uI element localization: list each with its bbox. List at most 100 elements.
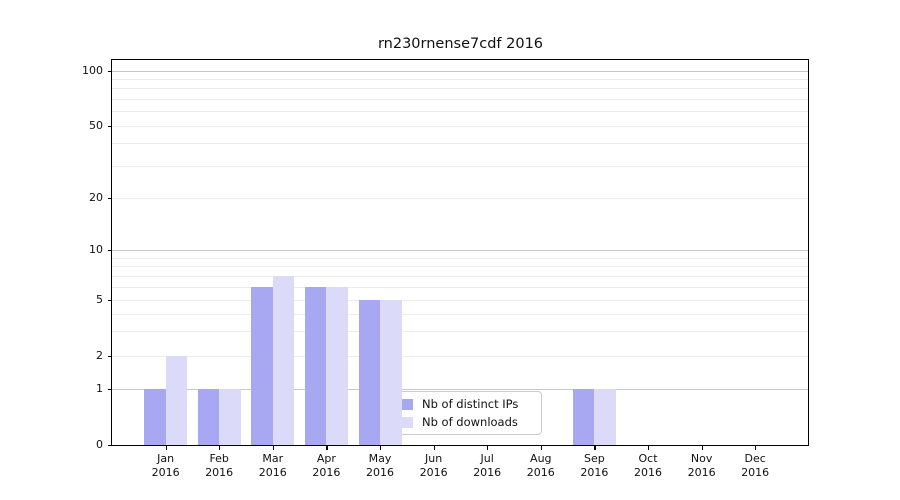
gridline-minor: [112, 356, 808, 357]
x-tick-label: Jun 2016: [404, 452, 464, 480]
legend-label-distinct-ips: Nb of distinct IPs: [422, 397, 519, 411]
bar-ips-may: [358, 300, 380, 445]
x-tick-label-year: 2016: [687, 466, 716, 479]
gridline-major: [112, 250, 808, 251]
x-tick-label: Jul 2016: [457, 452, 517, 480]
bar-ips-mar: [251, 286, 273, 445]
x-tick-label-year: 2016: [366, 466, 394, 479]
legend-item-downloads: Nb of downloads: [386, 415, 534, 429]
x-tick-label: Oct 2016: [618, 452, 678, 480]
x-tick-label-year: 2016: [580, 466, 609, 479]
x-tick-label: Mar 2016: [243, 452, 303, 480]
y-tick-label: 2: [96, 349, 103, 362]
x-tick-mark: [380, 446, 382, 450]
x-tick-label-month: Jan: [157, 452, 175, 465]
x-tick-mark: [165, 446, 167, 450]
x-tick-label-month: Nov: [690, 452, 713, 465]
gridline-minor: [112, 197, 808, 199]
x-tick-mark: [487, 446, 489, 450]
gridline-major: [112, 389, 808, 390]
gridline-minor: [112, 313, 808, 315]
x-tick-mark: [701, 446, 703, 450]
bar-ips-jan: [144, 389, 166, 445]
x-tick-mark: [219, 446, 221, 450]
bar-ips-apr: [304, 286, 327, 445]
x-tick-label-year: 2016: [473, 466, 502, 479]
y-tick-label: 1: [96, 382, 103, 395]
plot-area: [111, 59, 809, 446]
gridline-minor: [112, 266, 808, 268]
x-tick-label-month: Apr: [316, 452, 336, 465]
x-tick-label: Nov 2016: [672, 452, 732, 480]
y-tick-mark: [108, 356, 112, 358]
x-tick-label-year: 2016: [634, 466, 662, 479]
bar-downloads-sep: [594, 389, 616, 445]
x-tick-mark: [433, 446, 435, 450]
x-tick-mark: [540, 446, 542, 450]
x-tick-label-year: 2016: [258, 466, 287, 479]
x-tick-label-year: 2016: [526, 466, 555, 479]
x-tick-mark: [648, 446, 650, 450]
gridline-major: [112, 70, 808, 72]
y-tick-mark: [108, 250, 112, 252]
gridline-minor: [112, 275, 808, 277]
bar-ips-feb: [197, 389, 220, 445]
x-tick-label-month: Dec: [744, 452, 766, 465]
x-tick-label-month: Oct: [638, 452, 658, 465]
gridline-minor: [112, 111, 808, 113]
x-tick-label-year: 2016: [419, 466, 448, 479]
gridline-minor: [112, 300, 808, 301]
x-tick-label-month: Aug: [530, 452, 552, 465]
x-tick-label: Aug 2016: [511, 452, 571, 480]
gridline-minor: [112, 78, 808, 80]
x-tick-mark: [755, 446, 757, 450]
x-tick-label: Sep 2016: [564, 452, 624, 480]
y-tick-mark: [108, 300, 112, 302]
gridline-minor: [112, 88, 808, 90]
x-tick-label: Feb 2016: [189, 452, 249, 480]
x-tick-label: May 2016: [350, 452, 410, 480]
bar-downloads-jan: [165, 356, 188, 445]
x-tick-mark: [272, 446, 274, 450]
x-tick-label: Dec 2016: [725, 452, 785, 480]
bar-downloads-mar: [272, 275, 295, 445]
x-tick-label-month: Feb: [209, 452, 229, 465]
x-tick-label-year: 2016: [151, 466, 180, 479]
y-tick-label: 5: [96, 293, 103, 306]
x-tick-mark: [594, 446, 596, 450]
bar-downloads-apr: [326, 286, 348, 445]
y-tick-label: 20: [89, 190, 103, 204]
x-tick-label-month: Jul: [480, 452, 494, 465]
gridline-minor: [112, 165, 808, 167]
y-tick-mark: [108, 70, 112, 72]
x-tick-label-month: May: [368, 452, 392, 465]
legend: Nb of distinct IPs Nb of downloads: [378, 391, 542, 435]
bar-downloads-feb: [219, 389, 241, 445]
bar-downloads-may: [380, 300, 402, 445]
x-tick-label-year: 2016: [312, 466, 341, 479]
x-tick-label-month: Jun: [425, 452, 443, 465]
x-tick-label: Apr 2016: [296, 452, 356, 480]
bar-ips-sep: [572, 389, 595, 445]
x-tick-label-month: Mar: [262, 452, 284, 465]
y-tick-label: 10: [89, 243, 103, 256]
y-tick-mark: [108, 125, 112, 127]
gridline-minor: [112, 286, 808, 288]
x-tick-label-year: 2016: [741, 466, 770, 479]
legend-label-downloads: Nb of downloads: [422, 415, 518, 429]
gridline-minor: [112, 143, 808, 145]
x-tick-label: Jan 2016: [136, 452, 196, 480]
y-tick-label: 0: [96, 438, 103, 451]
y-tick-mark: [108, 445, 112, 447]
y-tick-mark: [108, 197, 112, 199]
gridline-minor: [112, 98, 808, 100]
x-tick-label-year: 2016: [205, 466, 234, 479]
gridline-minor: [112, 125, 808, 127]
gridline-minor: [112, 257, 808, 259]
y-tick-label: 50: [89, 118, 103, 132]
x-tick-label-month: Sep: [584, 452, 605, 465]
legend-item-distinct-ips: Nb of distinct IPs: [386, 397, 534, 411]
chart-title: rn230rnense7cdf 2016: [377, 36, 544, 52]
gridline-minor: [112, 331, 808, 333]
